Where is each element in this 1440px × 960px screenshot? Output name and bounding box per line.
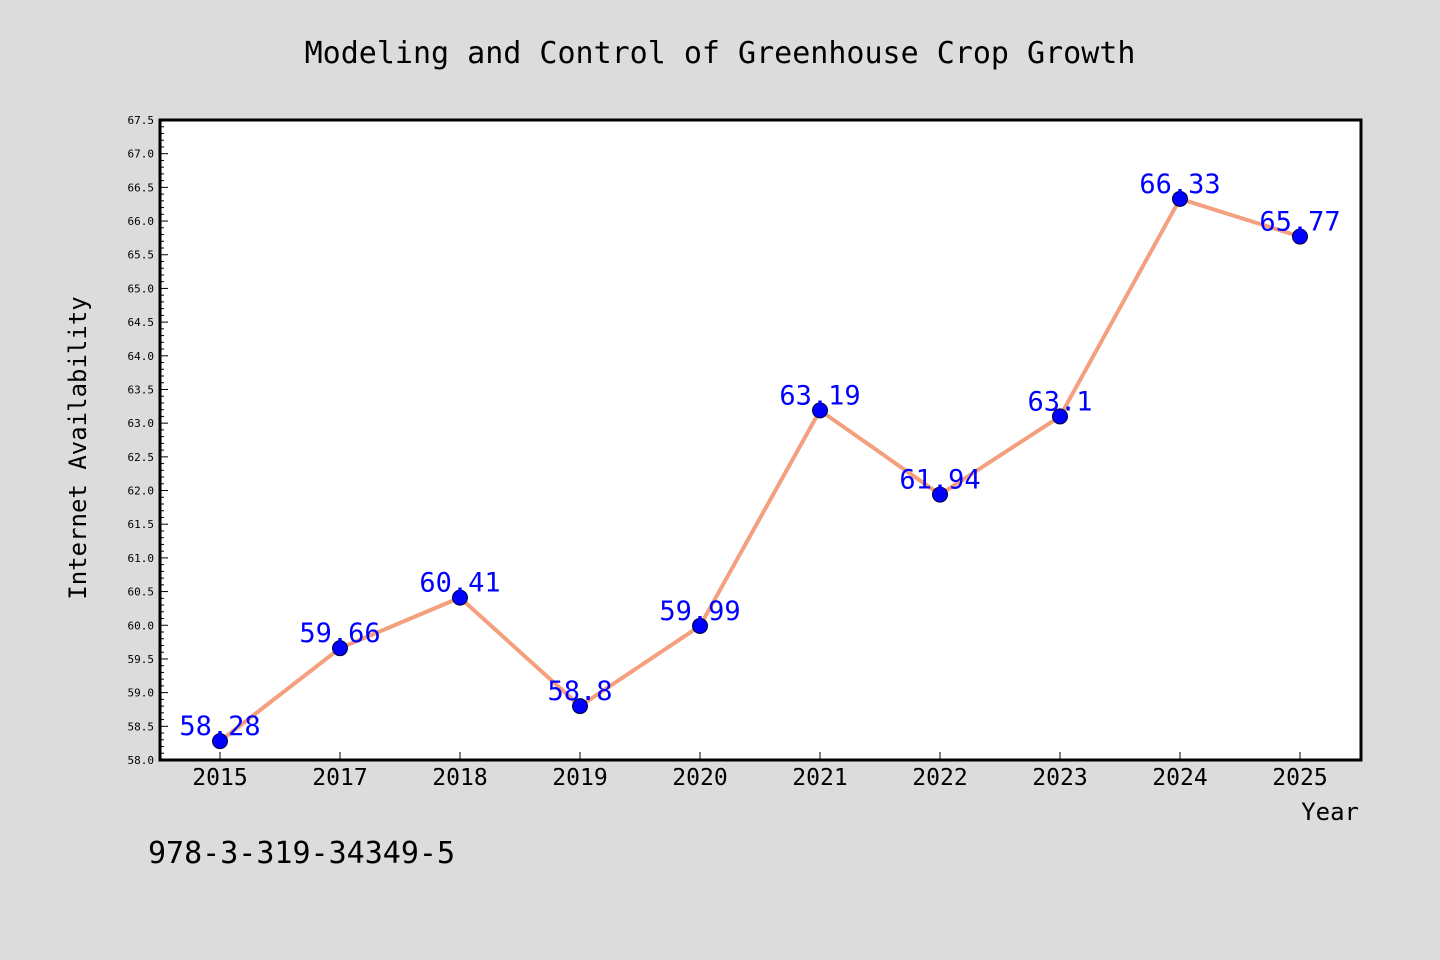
y-tick-label: 67.0 [128,148,155,161]
data-label: 59.66 [299,618,380,649]
data-point [932,486,948,503]
data-label: 58.8 [547,676,612,707]
data-label: 66.33 [1139,169,1220,200]
x-tick-label: 2025 [1272,765,1327,791]
x-tick-label: 2022 [912,765,967,791]
y-tick-label: 58.0 [128,754,155,767]
y-tick-label: 61.5 [128,518,155,531]
y-tick-label: 61.0 [128,552,155,565]
x-axis: 2015 2017 2018 2019 2020 2021 2022 2023 2024 2025 [192,752,1328,791]
x-tick-label: 2018 [432,765,487,791]
plot-area [160,120,1361,760]
y-tick-label: 63.0 [128,417,155,430]
series-layer: 58.28 59.66 60.41 58.8 59.99 63.19 61.94 63.1 66… [179,169,1341,750]
y-tick-label: 63.5 [128,383,155,396]
y-tick-label: 60.5 [128,586,155,599]
data-point [1172,190,1188,207]
y-tick-label: 66.5 [128,181,155,194]
data-point [452,589,468,606]
x-tick-label: 2021 [792,765,847,791]
x-tick-label: 2015 [192,765,247,791]
y-tick-label: 58.5 [128,720,155,733]
y-tick-label: 62.5 [128,451,155,464]
series-line [218,196,1301,743]
y-tick-label: 60.0 [128,619,155,632]
x-tick-label: 2024 [1152,765,1207,791]
data-point [692,617,708,634]
data-point [1052,408,1068,425]
data-label: 65.77 [1259,207,1340,238]
x-tick-label: 2017 [312,765,367,791]
y-tick-label: 65.5 [128,249,155,262]
data-label: 61.94 [899,465,980,496]
isbn-annotation: 978-3-319-34349-5 [148,836,455,871]
y-tick-label: 64.5 [128,316,155,329]
data-point [812,402,828,419]
y-tick-label: 66.0 [128,215,155,228]
y-axis: 58.0 58.5 59.0 59.5 60.0 60.5 61.0 61.5 62.0 62.5… [128,114,168,767]
data-label: 59.99 [659,596,740,627]
y-tick-label: 62.0 [128,485,155,498]
data-point [212,733,228,750]
data-label: 60.41 [419,568,500,599]
plot-frame [158,118,1363,762]
chart-title: Modeling and Control of Greenhouse Crop … [305,36,1136,71]
data-point [332,640,348,657]
y-tick-label: 65.0 [128,282,155,295]
x-tick-label: 2020 [672,765,727,791]
y-axis-label: Internet Availability [64,296,92,599]
data-label: 63.19 [779,380,860,411]
data-label: 63.1 [1027,386,1092,417]
data-point [1292,228,1308,245]
x-tick-label: 2023 [1032,765,1087,791]
data-point [572,698,588,715]
x-tick-label: 2019 [552,765,607,791]
y-tick-label: 64.0 [128,350,155,363]
data-label: 58.28 [179,711,260,742]
y-tick-label: 67.5 [128,114,155,127]
y-tick-label: 59.5 [128,653,155,666]
y-tick-label: 59.0 [128,687,155,700]
x-axis-label: Year [1301,798,1359,826]
